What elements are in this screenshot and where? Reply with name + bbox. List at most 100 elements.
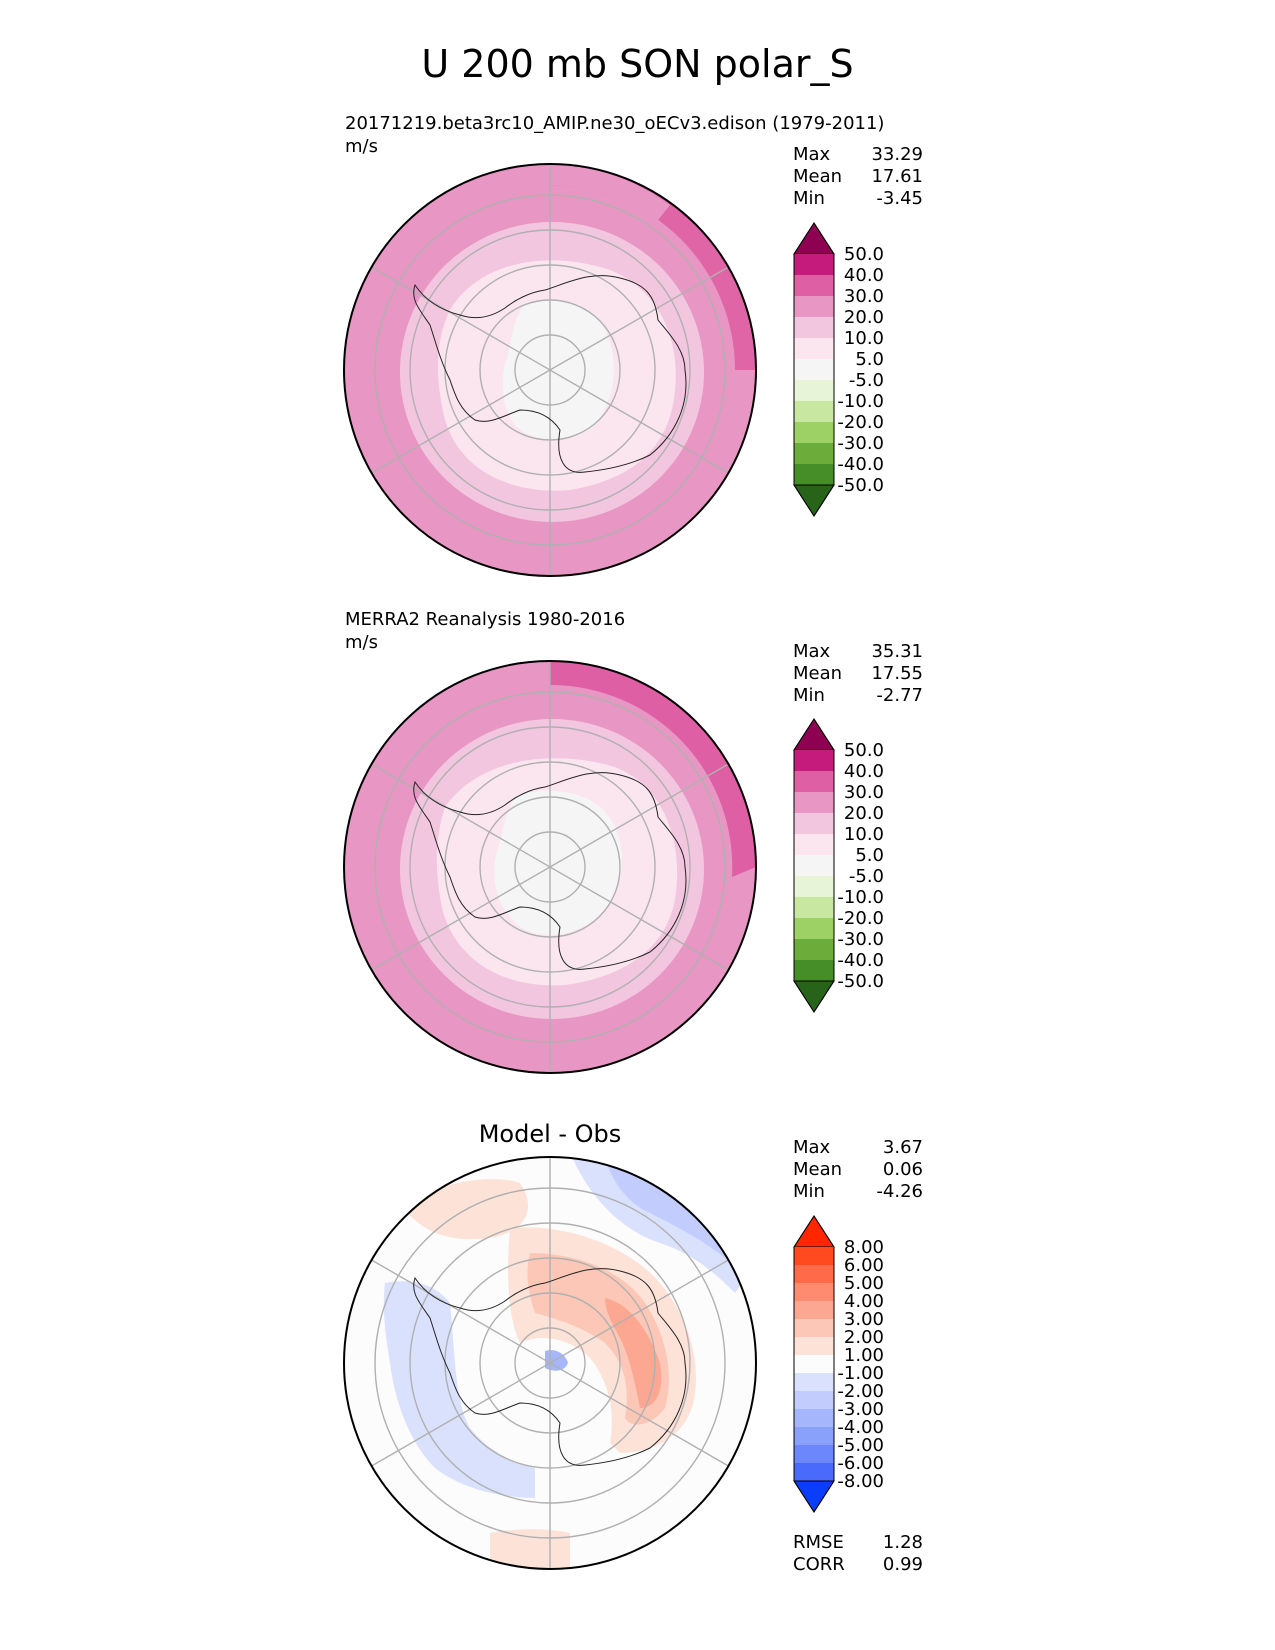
map-boundary: [343, 660, 757, 1074]
colorbar-swatch: [794, 1301, 834, 1320]
colorbar-tick-label: 30.0: [844, 286, 884, 307]
colorbar-swatch: [794, 750, 834, 772]
stat-label: Max: [793, 1137, 831, 1158]
map-boundary: [343, 163, 757, 577]
colorbar-swatch: [794, 443, 834, 465]
colorbar-tick-label: 30.0: [844, 782, 884, 803]
colorbar-swatch: [794, 960, 834, 982]
colorbar-tick-label: 1.00: [844, 1345, 884, 1366]
colorbar-swatch: [794, 771, 834, 793]
colorbar-swatch: [794, 1445, 834, 1464]
colorbar-tick-label: -5.0: [849, 866, 884, 887]
colorbar-tick-label: -20.0: [837, 908, 884, 929]
metric-label: CORR: [793, 1554, 845, 1575]
colorbar-swatch: [794, 1283, 834, 1302]
stat-max: 35.31: [871, 641, 923, 662]
metric-label: RMSE: [793, 1532, 844, 1553]
stat-label: Min: [793, 188, 825, 209]
colorbar-tick-label: 2.00: [844, 1327, 884, 1348]
colorbar-labels: 8.006.005.004.003.002.001.00-1.00-2.00-3…: [837, 1237, 884, 1492]
colorbar-swatch: [794, 1409, 834, 1428]
stat-label: Max: [793, 641, 831, 662]
colorbar-diff: 8.006.005.004.003.002.001.00-1.00-2.00-3…: [793, 1215, 884, 1513]
stat-label: Mean: [793, 663, 843, 684]
colorbar-tick-label: -50.0: [837, 971, 884, 992]
stat-mean: 0.06: [882, 1159, 923, 1180]
colorbar-tick-label: -4.00: [837, 1417, 884, 1438]
colorbar-swatch: [794, 897, 834, 919]
colorbar-tick-label: 20.0: [844, 307, 884, 328]
stat-max: 33.29: [871, 144, 923, 165]
colorbar-swatch: [794, 254, 834, 276]
colorbar-tick-label: 4.00: [844, 1291, 884, 1312]
colorbar-tick-label: 10.0: [844, 328, 884, 349]
colorbar-tick-label: 5.0: [855, 845, 884, 866]
colorbar-swatch: [794, 1391, 834, 1410]
colorbar-tick-label: 8.00: [844, 1237, 884, 1258]
colorbar-tick-label: -3.00: [837, 1399, 884, 1420]
colorbar-tick-label: -30.0: [837, 929, 884, 950]
panel-title-model: 20171219.beta3rc10_AMIP.ne30_oECv3.ediso…: [345, 113, 885, 134]
colorbar-tick-label: 50.0: [844, 740, 884, 761]
colorbar-tick-label: 6.00: [844, 1255, 884, 1276]
colorbar-tick-label: -10.0: [837, 887, 884, 908]
colorbar-labels: 50.040.030.020.010.05.0-5.0-10.0-20.0-30…: [837, 740, 884, 992]
colorbar-tick-label: 40.0: [844, 265, 884, 286]
colorbar-tick-label: -2.00: [837, 1381, 884, 1402]
metrics-diff: RMSE 1.28 CORR 0.99: [793, 1532, 923, 1576]
colorbar-labels: 50.040.030.020.010.05.0-5.0-10.0-20.0-30…: [837, 244, 884, 496]
colorbar-swatch: [794, 1337, 834, 1356]
colorbar-outline: [793, 222, 835, 517]
stat-label: Min: [793, 685, 825, 706]
colorbar-swatch: [794, 359, 834, 381]
map-boundary: [343, 1156, 757, 1570]
colorbar-tick-label: -30.0: [837, 433, 884, 454]
colorbar-obs: 50.040.030.020.010.05.0-5.0-10.0-20.0-30…: [793, 718, 884, 1013]
colorbar-tick-label: 3.00: [844, 1309, 884, 1330]
colorbar-swatch-bottom: [793, 484, 835, 517]
colorbar-swatch: [794, 401, 834, 423]
polar-map-model: [343, 163, 757, 577]
stat-min: -4.26: [876, 1181, 923, 1202]
stats-diff: Max 3.67 Mean 0.06 Min -4.26: [793, 1137, 923, 1203]
metric-rmse: 1.28: [882, 1532, 923, 1553]
colorbar-swatch: [794, 834, 834, 856]
colorbar-swatch-bottom: [793, 980, 835, 1013]
colorbar-tick-label: 20.0: [844, 803, 884, 824]
colorbar-tick-label: 50.0: [844, 244, 884, 265]
graticule: [371, 661, 729, 1073]
colorbar-swatch: [794, 813, 834, 835]
colorbar-swatch: [794, 939, 834, 961]
colorbar-swatch-bottom: [793, 1480, 835, 1513]
colorbar-swatches: [793, 1215, 835, 1513]
stat-min: -2.77: [876, 685, 923, 706]
stat-mean: 17.55: [871, 663, 923, 684]
colorbar-swatch: [794, 317, 834, 339]
colorbar-swatch-top: [793, 718, 835, 751]
polar-map-diff: [343, 1156, 757, 1570]
colorbar-tick-label: -5.00: [837, 1435, 884, 1456]
figure-title: U 200 mb SON polar_S: [421, 42, 854, 86]
colorbar-tick-label: 5.0: [855, 349, 884, 370]
colorbar-swatch: [794, 876, 834, 898]
colorbar-outline: [793, 1215, 835, 1513]
stat-label: Min: [793, 1181, 825, 1202]
colorbar-swatch: [794, 1355, 834, 1374]
colorbar-swatch: [794, 1373, 834, 1392]
colorbar-swatch: [794, 380, 834, 402]
panel-title-obs: MERRA2 Reanalysis 1980-2016: [345, 609, 626, 630]
colorbar-model: 50.040.030.020.010.05.0-5.0-10.0-20.0-30…: [793, 222, 884, 517]
colorbar-swatches: [793, 718, 835, 1013]
colorbar-tick-label: 5.00: [844, 1273, 884, 1294]
colorbar-tick-label: -40.0: [837, 454, 884, 475]
colorbar-tick-label: -5.0: [849, 370, 884, 391]
panel-units-model: m/s: [345, 136, 378, 157]
colorbar-swatch-top: [793, 222, 835, 255]
antarctica-coastline: [413, 275, 687, 473]
colorbar-swatch: [794, 1319, 834, 1338]
stat-max: 3.67: [882, 1137, 923, 1158]
stat-min: -3.45: [876, 188, 923, 209]
colorbar-swatch: [794, 855, 834, 877]
antarctica-coastline: [413, 1268, 687, 1466]
panel-units-obs: m/s: [345, 632, 378, 653]
